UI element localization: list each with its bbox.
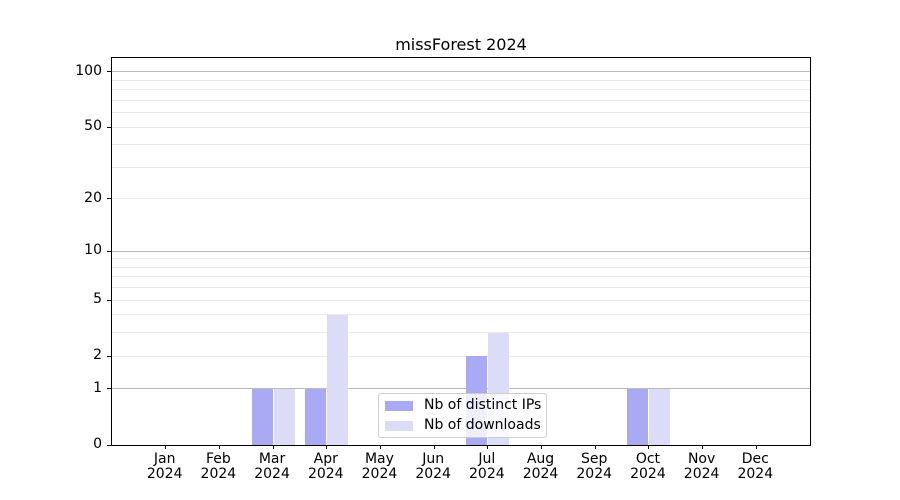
x-axis-tick [702,445,704,449]
gridline-minor [112,299,810,301]
x-axis-tick [541,445,543,449]
y-axis-tick [107,198,112,200]
x-axis-label-month: Jun [422,451,445,467]
x-axis-label-nov: Nov 2024 [666,452,738,482]
gridline-minor [112,99,810,101]
x-axis-label-year: 2024 [200,466,237,482]
y-axis-tick [107,126,112,128]
x-axis-label-year: 2024 [469,466,505,482]
x-axis-label-month: Apr [313,451,338,467]
gridline-minor [112,314,810,316]
x-axis-tick [379,445,381,449]
y-axis-tick [107,71,112,73]
x-axis-label-year: 2024 [361,466,398,482]
x-axis-label-aug: Aug 2024 [505,452,577,482]
x-axis-label-jul: Jul 2024 [451,452,523,482]
x-axis-label-year: 2024 [630,466,666,482]
bar-downloads-mar [273,388,295,445]
y-axis-tick-label-20: 20 [84,189,102,206]
bar-distinct-ips-mar [251,388,273,445]
x-axis-label-year: 2024 [522,466,559,482]
gridline-minor [112,266,810,268]
x-axis-label-month: Sep [581,451,608,467]
x-axis-label-month: Feb [205,451,231,467]
x-axis-label-month: Dec [741,451,769,467]
y-axis-tick [107,250,112,252]
x-axis-tick [487,445,489,449]
x-axis-label-dec: Dec 2024 [719,452,791,482]
gridline-minor [112,276,810,278]
gridline-minor [112,79,810,81]
x-axis-tick [594,445,596,449]
x-axis-label-month: Jan [153,451,176,467]
y-axis-tick-label-5: 5 [93,291,102,308]
gridline-major [112,71,810,73]
chart-title: missForest 2024 [395,35,527,54]
x-axis-label-may: May 2024 [343,452,415,482]
y-axis-tick-label-50: 50 [84,118,102,135]
x-axis-label-year: 2024 [146,466,183,482]
x-axis-tick [648,445,650,449]
x-axis-tick [272,445,274,449]
legend-item-downloads: Nb of downloads [385,417,541,433]
legend-label-distinct-ips: Nb of distinct IPs [424,397,542,413]
gridline-minor [112,89,810,91]
gridline-minor [112,287,810,289]
bar-downloads-apr [327,314,349,445]
x-axis-tick [218,445,220,449]
gridline-minor [112,144,810,146]
y-axis-tick-label-10: 10 [84,242,102,259]
x-axis-label-year: 2024 [737,466,774,482]
legend-swatch-distinct-ips [385,400,413,411]
x-axis-label-year: 2024 [576,466,613,482]
x-axis-label-year: 2024 [307,466,344,482]
x-axis-tick [326,445,328,449]
x-axis-label-jan: Jan 2024 [129,452,201,482]
x-axis-tick [165,445,167,449]
y-axis-tick [107,355,112,357]
bar-distinct-ips-oct [627,388,649,445]
gridline-major [112,388,810,390]
gridline-minor [112,126,810,128]
gridline-minor [112,112,810,114]
legend-item-distinct-ips: Nb of distinct IPs [385,397,542,413]
gridline-minor [112,258,810,260]
x-axis-label-month: Aug [526,451,555,467]
y-axis-tick-label-0: 0 [93,436,102,452]
x-axis-label-jun: Jun 2024 [397,452,469,482]
bar-downloads-oct [649,388,671,445]
x-axis-label-oct: Oct 2024 [612,452,684,482]
gridline-minor [112,198,810,200]
x-axis-label-month: Oct [635,451,661,467]
gridline-minor [112,332,810,334]
legend: Nb of distinct IPs Nb of downloads [378,393,547,438]
x-axis-label-year: 2024 [415,466,451,482]
x-axis-label-month: Jul [478,451,496,467]
x-axis-label-mar: Mar 2024 [236,452,308,482]
gridline-minor [112,355,810,357]
y-axis-tick [107,388,112,390]
legend-label-downloads: Nb of downloads [424,417,541,433]
y-axis-tick [107,444,112,446]
x-axis-tick [433,445,435,449]
y-axis-tick-label-2: 2 [93,347,102,364]
x-axis-tick [755,445,757,449]
x-axis-label-apr: Apr 2024 [290,452,362,482]
y-axis-tick-label-1: 1 [93,379,102,396]
x-axis-label-year: 2024 [254,466,290,482]
gridline-minor [112,166,810,168]
x-axis-label-sep: Sep 2024 [558,452,630,482]
plot-area [107,57,811,449]
legend-swatch-downloads [385,420,413,431]
x-axis-label-year: 2024 [683,466,720,482]
y-axis-tick [107,299,112,301]
x-axis-label-month: Nov [687,451,716,467]
x-axis-label-month: May [364,451,394,467]
x-axis-label-month: Mar [258,451,286,467]
bar-distinct-ips-apr [305,388,327,445]
y-axis-tick-label-100: 100 [75,62,102,79]
x-axis-label-feb: Feb 2024 [182,452,254,482]
gridline-major [112,250,810,252]
